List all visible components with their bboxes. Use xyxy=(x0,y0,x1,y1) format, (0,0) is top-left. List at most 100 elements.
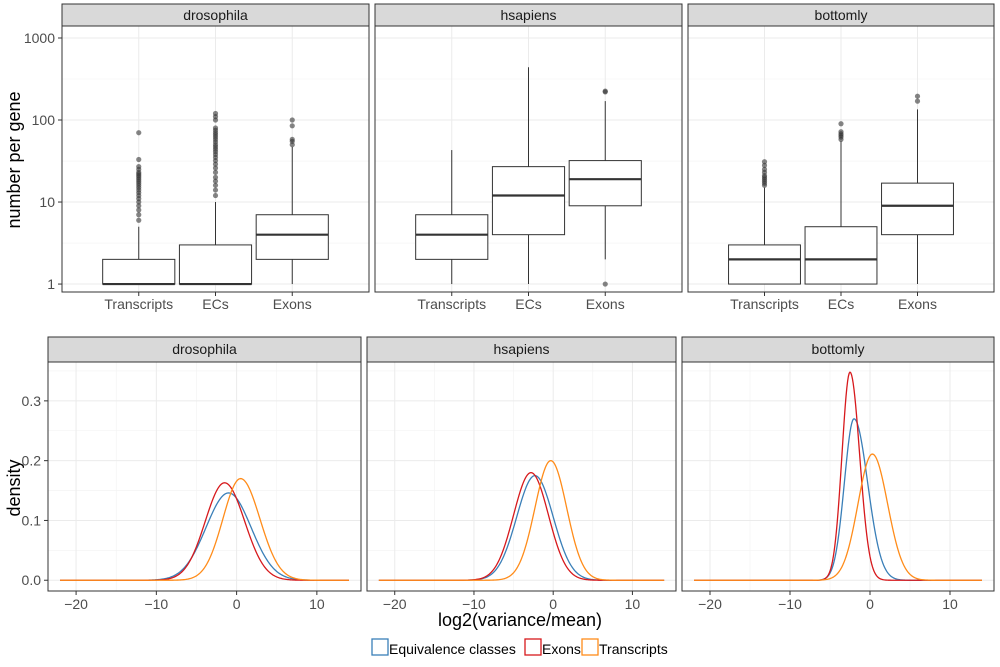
facet-strip xyxy=(47,336,362,363)
facet-strip-label: bottomly xyxy=(812,341,865,357)
box-ecs xyxy=(491,67,566,285)
panel-border xyxy=(47,361,362,592)
outlier-point xyxy=(212,110,219,117)
x-tick-label: 10 xyxy=(309,596,325,612)
y-tick-label: 1000 xyxy=(24,30,55,46)
box-exons xyxy=(881,93,954,285)
legend-item: Exons xyxy=(524,638,581,657)
x-tick-label: Exons xyxy=(273,296,312,312)
legend-label: Equivalence classes xyxy=(389,641,516,657)
outlier-point xyxy=(136,164,142,170)
panel-background xyxy=(48,362,361,591)
box-body xyxy=(804,226,878,285)
box-body xyxy=(568,160,642,207)
bottom-y-axis-title: density xyxy=(4,459,24,516)
y-tick-label: 100 xyxy=(32,112,56,128)
x-tick-label: ECs xyxy=(202,296,228,312)
density-curve-transcripts xyxy=(378,459,665,581)
y-tick-label: 0.1 xyxy=(22,512,42,528)
top-y-axis-title: number per gene xyxy=(4,91,24,228)
boxplot-panel-hsapiens: hsapiens Transcripts ECs Exons xyxy=(374,3,683,312)
box-body xyxy=(255,214,329,260)
box-ecs xyxy=(804,121,878,285)
legend: Equivalence classes Exons Transcripts xyxy=(371,638,668,657)
box-exons xyxy=(255,117,329,285)
box-body xyxy=(178,244,253,285)
boxplot-panel-drosophila: drosophila Transcripts ECs Exons xyxy=(61,3,370,312)
x-tick-label: 10 xyxy=(625,596,641,612)
y-tick-label: 0.0 xyxy=(22,572,42,588)
outlier-point xyxy=(212,187,219,193)
x-tick-label: ECs xyxy=(515,296,541,312)
outlier-point xyxy=(212,125,219,131)
density-curve-transcripts xyxy=(60,477,349,581)
x-tick-label: Transcripts xyxy=(104,296,173,312)
y-tick-label: 0.3 xyxy=(22,393,42,409)
outlier-point xyxy=(761,166,768,172)
legend-key xyxy=(524,638,542,656)
legend-label: Transcripts xyxy=(599,641,668,657)
facet-strip-label: hsapiens xyxy=(493,341,549,357)
density-curve-transcripts xyxy=(694,453,982,581)
x-tick-label: Exons xyxy=(586,296,625,312)
box-body xyxy=(491,166,566,236)
facet-strip-label: drosophila xyxy=(172,341,237,357)
outlier-point xyxy=(136,156,142,163)
x-tick-label: 0 xyxy=(233,596,241,612)
x-tick-label: 0 xyxy=(549,596,557,612)
panel-background xyxy=(682,362,994,591)
panel-background xyxy=(367,362,676,591)
outlier-point xyxy=(136,130,142,136)
box-body xyxy=(881,182,954,236)
y-tick-label: 10 xyxy=(39,194,55,210)
legend-key xyxy=(581,638,599,656)
outlier-point xyxy=(212,182,219,188)
x-tick-label: Exons xyxy=(898,296,937,312)
box-ecs xyxy=(178,110,253,286)
outlier-point xyxy=(289,117,295,123)
x-tick-label: 0 xyxy=(866,596,874,612)
outlier-point xyxy=(136,217,142,223)
density-panel-bottomly: bottomly −20 −10 0 10 xyxy=(681,336,995,612)
x-tick-label: ECs xyxy=(828,296,854,312)
facet-strip-label: bottomly xyxy=(815,7,868,23)
x-tick-label: Transcripts xyxy=(730,296,799,312)
outlier-point xyxy=(212,165,219,171)
legend-label: Exons xyxy=(542,641,581,657)
outlier-point xyxy=(761,159,768,165)
boxplot-panel-bottomly: bottomly Transcripts ECs Exons xyxy=(687,3,995,312)
y-tick-label: 0.2 xyxy=(22,453,42,469)
facet-strip-label: drosophila xyxy=(183,7,248,23)
outlier-point xyxy=(838,129,844,135)
x-tick-label: −20 xyxy=(64,596,88,612)
outlier-point xyxy=(602,281,608,287)
facet-strip-label: hsapiens xyxy=(500,7,556,23)
outlier-point xyxy=(761,162,768,168)
panel-border xyxy=(681,361,995,592)
outlier-point xyxy=(289,136,295,143)
x-tick-label: −20 xyxy=(383,596,407,612)
outlier-point xyxy=(212,178,219,184)
y-tick-label: 1 xyxy=(47,276,55,292)
x-tick-label: −20 xyxy=(698,596,722,612)
outlier-point xyxy=(602,88,608,94)
x-tick-label: Transcripts xyxy=(417,296,486,312)
x-tick-label: −10 xyxy=(778,596,802,612)
outlier-point xyxy=(838,121,844,127)
outlier-point xyxy=(212,169,219,175)
outlier-point xyxy=(212,174,219,180)
box-body xyxy=(728,244,801,285)
x-tick-label: −10 xyxy=(462,596,486,612)
density-panel-hsapiens: hsapiens −20 −10 0 10 xyxy=(366,336,677,612)
facet-strip xyxy=(366,336,677,363)
outlier-point xyxy=(136,212,142,218)
outlier-point xyxy=(136,207,142,213)
panel-border xyxy=(366,361,677,592)
outlier-point xyxy=(914,98,921,104)
box-transcripts xyxy=(102,130,176,286)
box-body xyxy=(102,258,176,285)
x-tick-label: −10 xyxy=(144,596,168,612)
bottom-x-axis-title: log2(variance/mean) xyxy=(438,610,602,630)
legend-key xyxy=(371,638,389,656)
outlier-point xyxy=(212,192,219,199)
